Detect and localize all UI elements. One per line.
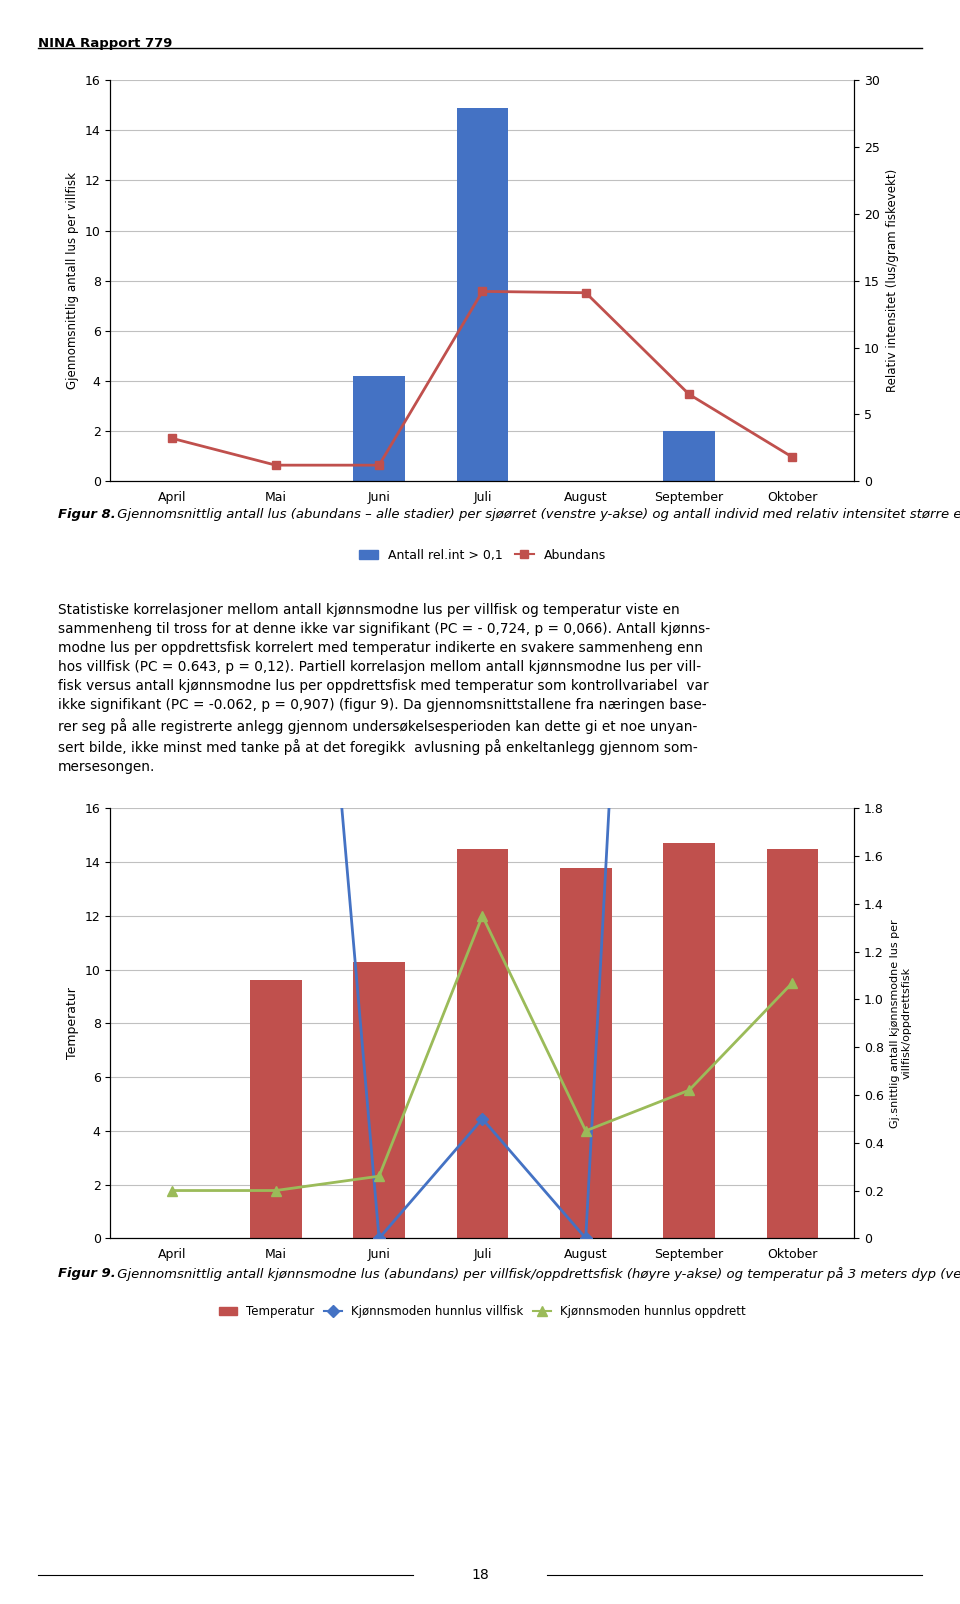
Bar xyxy=(663,431,715,481)
Text: 18: 18 xyxy=(471,1569,489,1582)
Bar xyxy=(457,849,508,1238)
Text: NINA Rapport 779: NINA Rapport 779 xyxy=(38,37,173,50)
Bar xyxy=(457,107,508,481)
Text: Figur 9.: Figur 9. xyxy=(58,1267,115,1280)
Legend: Antall rel.int > 0,1, Abundans: Antall rel.int > 0,1, Abundans xyxy=(354,544,611,566)
Y-axis label: Relativ intensitet (lus/gram fiskevekt): Relativ intensitet (lus/gram fiskevekt) xyxy=(885,168,899,393)
Text: Gjennomsnittlig antall lus (abundans – alle stadier) per sjøørret (venstre y-aks: Gjennomsnittlig antall lus (abundans – a… xyxy=(113,508,960,521)
Y-axis label: Temperatur: Temperatur xyxy=(66,988,80,1059)
Bar xyxy=(353,375,405,481)
Bar xyxy=(663,844,715,1238)
Text: Gjennomsnittlig antall kjønnsmodne lus (abundans) per villfisk/oppdrettsfisk (hø: Gjennomsnittlig antall kjønnsmodne lus (… xyxy=(113,1267,960,1282)
Y-axis label: Gjennomsnittlig antall lus per villfisk: Gjennomsnittlig antall lus per villfisk xyxy=(66,172,80,390)
Text: Figur 8.: Figur 8. xyxy=(58,508,115,521)
Bar xyxy=(560,868,612,1238)
Legend: Temperatur, Kjønnsmoden hunnlus villfisk, Kjønnsmoden hunnlus oppdrett: Temperatur, Kjønnsmoden hunnlus villfisk… xyxy=(214,1301,751,1323)
Y-axis label: Gj.snittlig antall kjønnsmodne lus per
villfisk/oppdrettsfisk: Gj.snittlig antall kjønnsmodne lus per v… xyxy=(890,919,911,1128)
Bar xyxy=(767,849,818,1238)
Bar xyxy=(353,961,405,1238)
Bar xyxy=(250,980,301,1238)
Text: Statistiske korrelasjoner mellom antall kjønnsmodne lus per villfisk og temperat: Statistiske korrelasjoner mellom antall … xyxy=(58,603,709,775)
